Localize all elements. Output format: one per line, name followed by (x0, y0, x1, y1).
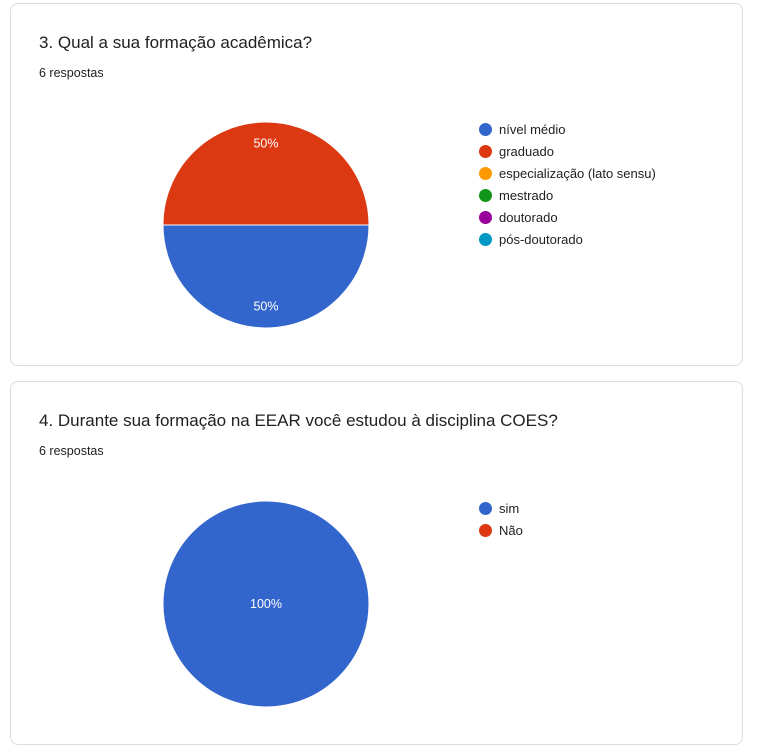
pie-chart-formacao: 50% 50% (162, 121, 370, 329)
legend-swatch (479, 210, 492, 224)
legend-item-doutorado[interactable]: doutorado (479, 206, 656, 228)
response-count: 6 respostas (39, 444, 104, 458)
legend-label: mestrado (499, 187, 554, 203)
pie-slice-graduado[interactable] (162, 121, 370, 226)
question-card-3: 3. Qual a sua formação acadêmica? 6 resp… (10, 3, 743, 366)
question-title: 4. Durante sua formação na EEAR você est… (39, 411, 558, 430)
chart-legend: nível médio graduado especialização (lato … (479, 118, 656, 250)
legend-swatch (479, 232, 492, 246)
legend-item-pos-doutorado[interactable]: pós-doutorado (479, 228, 656, 250)
legend-label: nível médio (499, 121, 566, 137)
legend-label: doutorado (499, 209, 558, 225)
pie-slice-nivel-medio[interactable] (162, 224, 370, 329)
pie-slice-sim[interactable] (162, 500, 370, 708)
slice-label-nivel-medio: 50% (253, 299, 278, 313)
legend-label: pós-doutorado (499, 231, 583, 247)
legend-label: sim (499, 500, 520, 516)
legend-item-mestrado[interactable]: mestrado (479, 184, 656, 206)
response-count: 6 respostas (39, 66, 104, 80)
slice-label-sim: 100% (250, 597, 282, 611)
legend-item-nivel-medio[interactable]: nível médio (479, 118, 656, 140)
chart-legend: sim Não (479, 497, 523, 541)
legend-item-especializacao-lato-sensu[interactable]: especialização (lato sensu) (479, 162, 656, 184)
legend-swatch (479, 188, 492, 202)
legend-item-graduado[interactable]: graduado (479, 140, 656, 162)
slice-label-graduado: 50% (253, 137, 278, 151)
legend-swatch (479, 144, 492, 158)
legend-swatch (479, 122, 492, 136)
legend-swatch (479, 523, 492, 537)
question-card-4: 4. Durante sua formação na EEAR você est… (10, 381, 743, 745)
legend-item-sim[interactable]: sim (479, 497, 523, 519)
legend-swatch (479, 166, 492, 180)
pie-chart-coes: 100% (162, 500, 370, 708)
legend-label: especialização (lato sensu) (499, 165, 656, 181)
legend-label: Não (499, 522, 523, 538)
legend-item-nao[interactable]: Não (479, 519, 523, 541)
question-title: 3. Qual a sua formação acadêmica? (39, 33, 313, 52)
legend-swatch (479, 501, 492, 515)
legend-label: graduado (499, 143, 554, 159)
